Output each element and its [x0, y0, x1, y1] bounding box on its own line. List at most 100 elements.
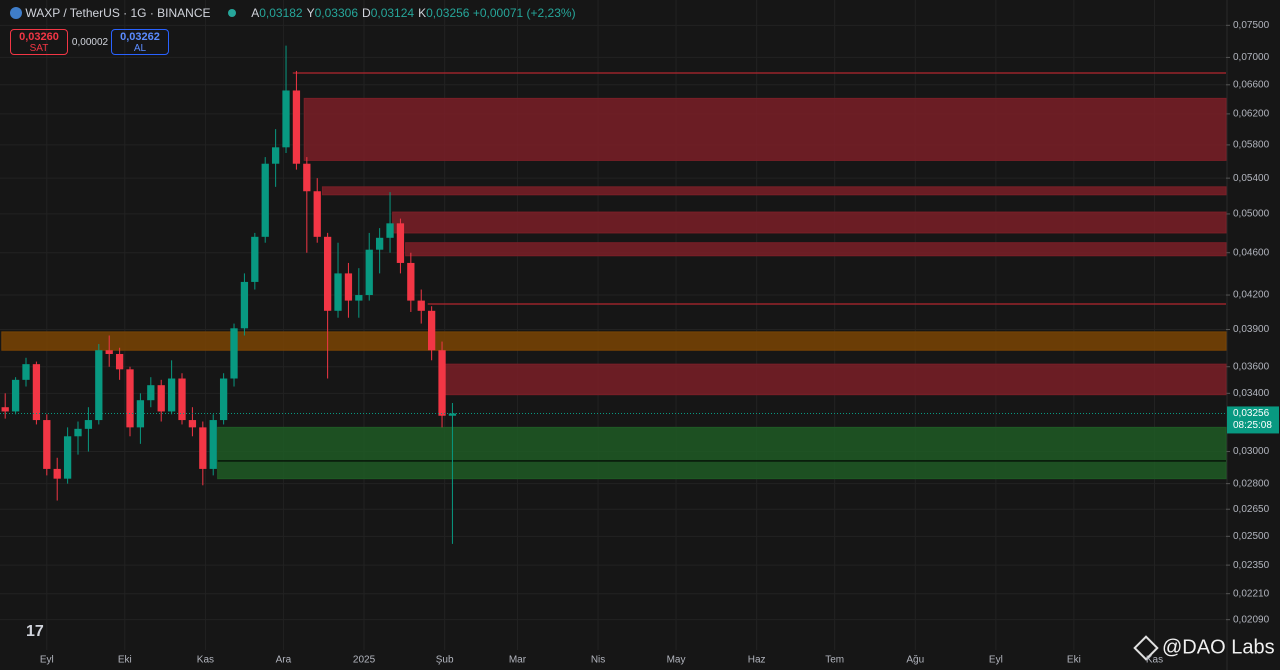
candle-body: [147, 385, 155, 401]
sell-price: 0,03260: [19, 31, 59, 43]
symbol: WAXP / TetherUS · 1G · BINANCE: [25, 6, 211, 20]
y-tick-label: 0,06200: [1233, 109, 1270, 120]
candle-body: [334, 273, 342, 311]
buy-button[interactable]: 0,03262 AL: [111, 29, 169, 55]
x-tick-label: Eyl: [989, 655, 1003, 666]
candle-body: [136, 400, 145, 428]
candle-body: [448, 413, 457, 416]
zone: [1, 331, 1227, 351]
x-tick-label: Mar: [509, 655, 527, 666]
x-tick-label: 2025: [353, 655, 376, 666]
y-tick-label: 0,07500: [1233, 20, 1270, 31]
candle-body: [115, 353, 124, 370]
candle-body: [32, 364, 41, 421]
y-tick-label: 0,02350: [1233, 560, 1270, 571]
candle-body: [240, 281, 249, 329]
y-tick-label: 0,03000: [1233, 446, 1270, 457]
x-tick-label: Kas: [1146, 655, 1163, 666]
y-tick-label: 0,02500: [1233, 531, 1270, 542]
x-tick-label: Şub: [436, 655, 454, 666]
candle-body: [84, 420, 93, 429]
candle-body: [292, 90, 301, 164]
candle-body: [126, 369, 134, 428]
ohlc-value: 0,03306: [314, 6, 359, 20]
candle-body: [427, 310, 436, 351]
candle-body: [63, 436, 72, 479]
status-dot: [227, 9, 236, 17]
tv-logo: 17: [26, 623, 44, 640]
axis-background: [1227, 0, 1280, 670]
candle-body: [355, 295, 363, 301]
y-tick-label: 0,02090: [1233, 614, 1270, 625]
y-tick-label: 0,06600: [1233, 79, 1270, 90]
ohlc-key: A: [251, 6, 260, 20]
y-tick-label: 0,03600: [1233, 361, 1270, 372]
y-tick-label: 0,05000: [1233, 209, 1270, 220]
y-tick-label: 0,02650: [1233, 504, 1270, 515]
candle-body: [438, 350, 446, 416]
spread: 0,00002: [71, 37, 109, 48]
y-tick-label: 0,04600: [1233, 247, 1270, 258]
ohlc-key: Y: [306, 6, 315, 20]
candle-body: [167, 378, 176, 412]
ohlc-value: 0,03256: [426, 6, 470, 20]
watermark: @DAO Labs: [1162, 636, 1275, 658]
sell-label: SAT: [29, 43, 49, 54]
candle-body: [188, 420, 197, 428]
candle-body: [375, 237, 384, 250]
candle-body: [323, 236, 332, 311]
candle-body: [199, 427, 207, 469]
candle-body: [282, 90, 290, 148]
zone: [217, 426, 1227, 480]
candle-body: [22, 364, 30, 380]
candle-body: [396, 223, 405, 263]
countdown: 08:25:08: [1233, 420, 1272, 431]
candle-body: [219, 378, 228, 421]
ohlc-value: 0,03182: [259, 6, 303, 20]
last-price-box: [1227, 406, 1279, 434]
y-tick-label: 0,03900: [1233, 324, 1270, 335]
x-tick-label: Tem: [825, 655, 844, 666]
candle-body: [251, 236, 259, 282]
y-tick-label: 0,02800: [1233, 478, 1270, 489]
candle-body: [53, 468, 61, 479]
zone: [303, 97, 1227, 161]
candle-body: [11, 379, 20, 412]
x-tick-label: Eyl: [40, 655, 54, 666]
candle-body: [407, 262, 415, 301]
x-tick-label: Eki: [1067, 655, 1081, 666]
y-tick-label: 0,03400: [1233, 388, 1270, 399]
zone: [444, 363, 1227, 396]
y-tick-label: 0,05800: [1233, 140, 1270, 151]
ohlc-value: 0,03124: [370, 6, 415, 20]
x-tick-label: Ara: [276, 655, 292, 666]
x-tick-label: Nis: [591, 655, 605, 666]
ohlc: A0,03182 Y0,03306 D0,03124 K0,03256: [247, 6, 469, 20]
buy-label: AL: [133, 43, 147, 54]
candle-body: [74, 428, 82, 437]
change: +0,00071 (+2,23%): [472, 6, 576, 20]
buy-price: 0,03262: [120, 31, 160, 43]
y-tick-label: 0,04200: [1233, 290, 1270, 301]
x-tick-label: Kas: [197, 655, 214, 666]
x-tick-label: Ağu: [906, 655, 924, 666]
candle-body: [178, 378, 186, 421]
candle-body: [344, 273, 353, 301]
candle-body: [43, 420, 51, 469]
candle-body: [209, 420, 217, 469]
candle-body: [105, 350, 113, 354]
candle-body: [271, 147, 280, 164]
candle-body: [1, 407, 9, 412]
x-tick-label: May: [667, 655, 686, 666]
last-price-label: 0,03256: [1233, 408, 1270, 419]
sell-button[interactable]: 0,03260 SAT: [10, 29, 68, 55]
y-tick-label: 0,07000: [1233, 52, 1270, 63]
x-tick-label: Haz: [748, 655, 766, 666]
candle-body: [230, 328, 238, 379]
candle-body: [95, 350, 103, 421]
candle-body: [313, 191, 321, 237]
ohlc-key: D: [362, 6, 371, 20]
y-tick-label: 0,05400: [1233, 173, 1270, 184]
